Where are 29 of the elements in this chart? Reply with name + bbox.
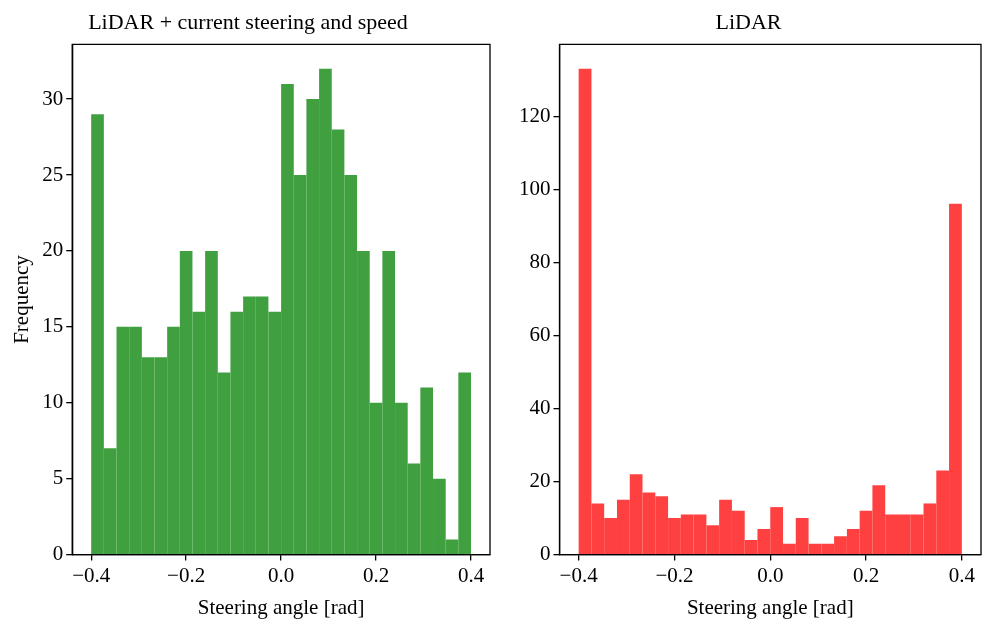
y-tick-label: 30 xyxy=(42,85,64,110)
y-tick-label: 100 xyxy=(519,175,551,200)
y-tick-label: 25 xyxy=(42,161,64,186)
y-tick-label: 20 xyxy=(529,468,551,493)
x-tick-label: 0.2 xyxy=(362,562,390,587)
y-tick-label: 20 xyxy=(42,237,64,262)
y-tick-label: 5 xyxy=(52,465,64,490)
y-axis-title: Frequency xyxy=(9,254,34,344)
x-tick-label: 0.2 xyxy=(852,562,880,587)
chart-title: LiDAR + current steering and speed xyxy=(88,8,408,34)
x-tick-label: −0.4 xyxy=(72,562,111,587)
y-tick-label: 40 xyxy=(529,394,551,419)
y-tick-label: 80 xyxy=(529,248,551,273)
y-tick-label: 120 xyxy=(519,102,551,127)
x-tick-label: −0.2 xyxy=(167,562,206,587)
x-tick-label: 0.0 xyxy=(267,562,295,587)
y-tick-label: 10 xyxy=(42,389,64,414)
x-tick-label: −0.4 xyxy=(559,562,599,587)
x-tick-label: 0.0 xyxy=(757,562,784,587)
chart-title: LiDAR xyxy=(715,8,782,34)
y-tick-label: 60 xyxy=(529,321,551,346)
x-tick-label: −0.2 xyxy=(655,562,694,587)
y-tick-label: 15 xyxy=(42,313,64,338)
y-tick-label: 0 xyxy=(52,541,64,566)
x-tick-label: 0.4 xyxy=(948,562,976,587)
y-tick-label: 0 xyxy=(540,541,551,566)
x-axis-title: Steering angle [rad] xyxy=(686,594,854,619)
x-axis-title: Steering angle [rad] xyxy=(197,594,365,619)
x-tick-label: 0.4 xyxy=(457,562,485,587)
